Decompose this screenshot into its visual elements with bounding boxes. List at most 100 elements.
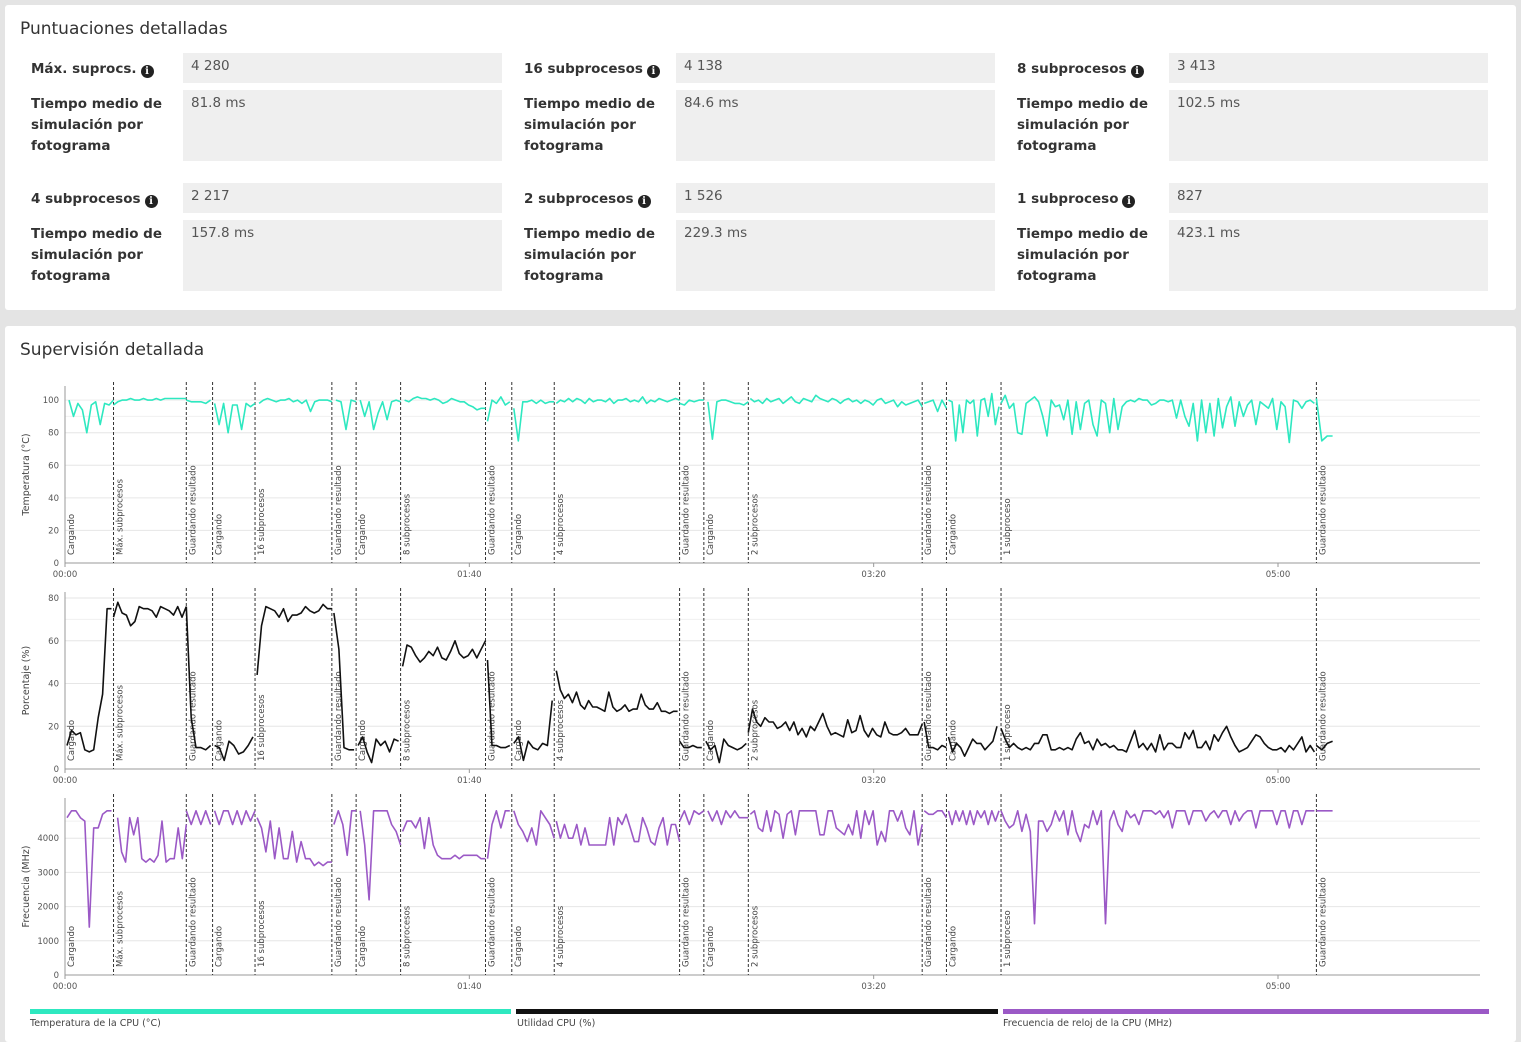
series-line: [1000, 394, 1315, 444]
score-value: 4 138: [676, 53, 995, 83]
score-label: 16 subprocesos i: [524, 59, 660, 80]
series-line: [185, 606, 212, 751]
legend-label-cpu-utility: Utilidad CPU (%): [517, 1018, 596, 1029]
phase-label: Cargando: [67, 514, 77, 555]
x-tick-label: 01:40: [457, 776, 482, 786]
score-label-text: 16 subprocesos: [524, 61, 643, 77]
series-line: [333, 612, 355, 751]
x-tick-label: 05:00: [1266, 776, 1291, 786]
legend-bar-cpu-frequency[interactable]: [1003, 1009, 1489, 1014]
y-tick-label: 0: [54, 559, 59, 569]
phase-label: Cargando: [67, 720, 77, 761]
series-line: [404, 396, 486, 411]
series-line: [112, 601, 188, 627]
series-line: [555, 670, 678, 715]
series-line: [486, 396, 511, 422]
series-line: [749, 809, 923, 846]
avg-frame-time-label: Tiempo medio de simulación por fotograma: [1017, 96, 1149, 154]
phase-label: 16 subprocesos: [257, 694, 267, 761]
y-tick-label: 20: [48, 722, 59, 732]
series-line: [948, 392, 1000, 442]
scores-title: Puntuaciones detalladas: [20, 19, 228, 39]
series-line: [258, 397, 333, 413]
score-label-text: 2 subprocesos: [524, 191, 634, 207]
phase-label: Máx. subprocesos: [116, 890, 126, 967]
phase-label: Guardando resultado: [488, 465, 498, 555]
y-axis-label: Porcentaje (%): [21, 646, 32, 715]
info-icon[interactable]: i: [646, 65, 660, 78]
phase-label: Guardando resultado: [682, 877, 692, 967]
y-tick-label: 0: [54, 765, 59, 775]
x-tick-label: 03:20: [861, 982, 886, 992]
series-line: [68, 399, 115, 434]
y-axis-label: Frecuencia (MHz): [21, 846, 32, 928]
info-icon[interactable]: i: [637, 195, 651, 208]
phase-label: Máx. subprocesos: [116, 684, 126, 761]
phase-label: 8 subprocesos: [403, 493, 413, 555]
phase-label: Máx. subprocesos: [116, 478, 126, 555]
avg-frame-time-value: 84.6 ms: [676, 90, 995, 161]
info-icon[interactable]: i: [1122, 195, 1136, 208]
phase-label: 2 subprocesos: [750, 493, 760, 555]
series-line: [214, 736, 254, 762]
info-icon[interactable]: i: [140, 65, 154, 78]
phase-label: 8 subprocesos: [403, 905, 413, 967]
y-tick-label: 80: [48, 594, 59, 604]
series-line: [486, 659, 511, 749]
series-line: [947, 726, 998, 758]
phase-label: Guardando resultado: [188, 465, 198, 555]
series-line: [1315, 398, 1333, 442]
legend-label-temperature: Temperatura de la CPU (°C): [30, 1018, 161, 1029]
series-line: [678, 740, 702, 749]
detailed-monitoring-panel: Supervisión detallada 0 20 40 60 80 100 Temper…: [5, 326, 1516, 1042]
series-line: [66, 809, 112, 928]
score-label: 4 subprocesos i: [31, 189, 158, 210]
x-tick-label: 01:40: [457, 982, 482, 992]
series-line: [359, 809, 402, 901]
phase-label: Cargando: [514, 926, 524, 967]
monitoring-title: Supervisión detallada: [20, 340, 205, 360]
series-line: [401, 639, 487, 667]
legend-bar-cpu-utility[interactable]: [516, 1009, 998, 1014]
y-axis-label: Temperatura (°C): [21, 433, 32, 516]
legend-bar-temperature[interactable]: [30, 1009, 511, 1014]
phase-label: Guardando resultado: [924, 877, 934, 967]
series-line: [513, 700, 553, 762]
score-value: 4 280: [183, 53, 502, 83]
series-line: [213, 402, 256, 434]
score-label: 8 subprocesos i: [1017, 59, 1144, 80]
info-icon[interactable]: i: [144, 195, 158, 208]
score-label-text: 8 subprocesos: [1017, 61, 1127, 77]
score-value: 2 217: [183, 183, 502, 213]
phase-label: Guardando resultado: [334, 465, 344, 555]
series-line: [359, 399, 401, 431]
phase-label: Cargando: [358, 514, 368, 555]
series-line: [923, 399, 948, 413]
phase-label: Cargando: [67, 926, 77, 967]
avg-frame-time-label: Tiempo medio de simulación por fotograma: [31, 96, 163, 154]
x-tick-label: 00:00: [53, 776, 78, 786]
series-line: [1000, 725, 1316, 753]
phase-label: 16 subprocesos: [257, 488, 267, 555]
series-line: [1000, 809, 1315, 925]
phase-label: Cargando: [948, 926, 958, 967]
series-line: [513, 399, 555, 442]
phase-label: Guardando resultado: [924, 671, 934, 761]
series-line: [555, 396, 680, 405]
phase-label: 1 subproceso: [1003, 498, 1013, 555]
score-label: Máx. suprocs. i: [31, 59, 154, 80]
info-icon[interactable]: i: [1130, 65, 1144, 78]
score-label: 2 subprocesos i: [524, 189, 651, 210]
series-line: [335, 399, 357, 431]
y-tick-label: 0: [54, 971, 59, 981]
y-tick-label: 40: [48, 494, 59, 504]
x-tick-label: 00:00: [53, 982, 78, 992]
series-line: [486, 809, 510, 859]
phase-label: Cargando: [706, 720, 716, 761]
avg-frame-time-label: Tiempo medio de simulación por fotograma: [524, 96, 656, 154]
avg-frame-time-value: 81.8 ms: [183, 90, 502, 161]
score-label-text: 4 subprocesos: [31, 191, 141, 207]
x-tick-label: 03:20: [861, 570, 886, 580]
score-value: 1 526: [676, 183, 995, 213]
